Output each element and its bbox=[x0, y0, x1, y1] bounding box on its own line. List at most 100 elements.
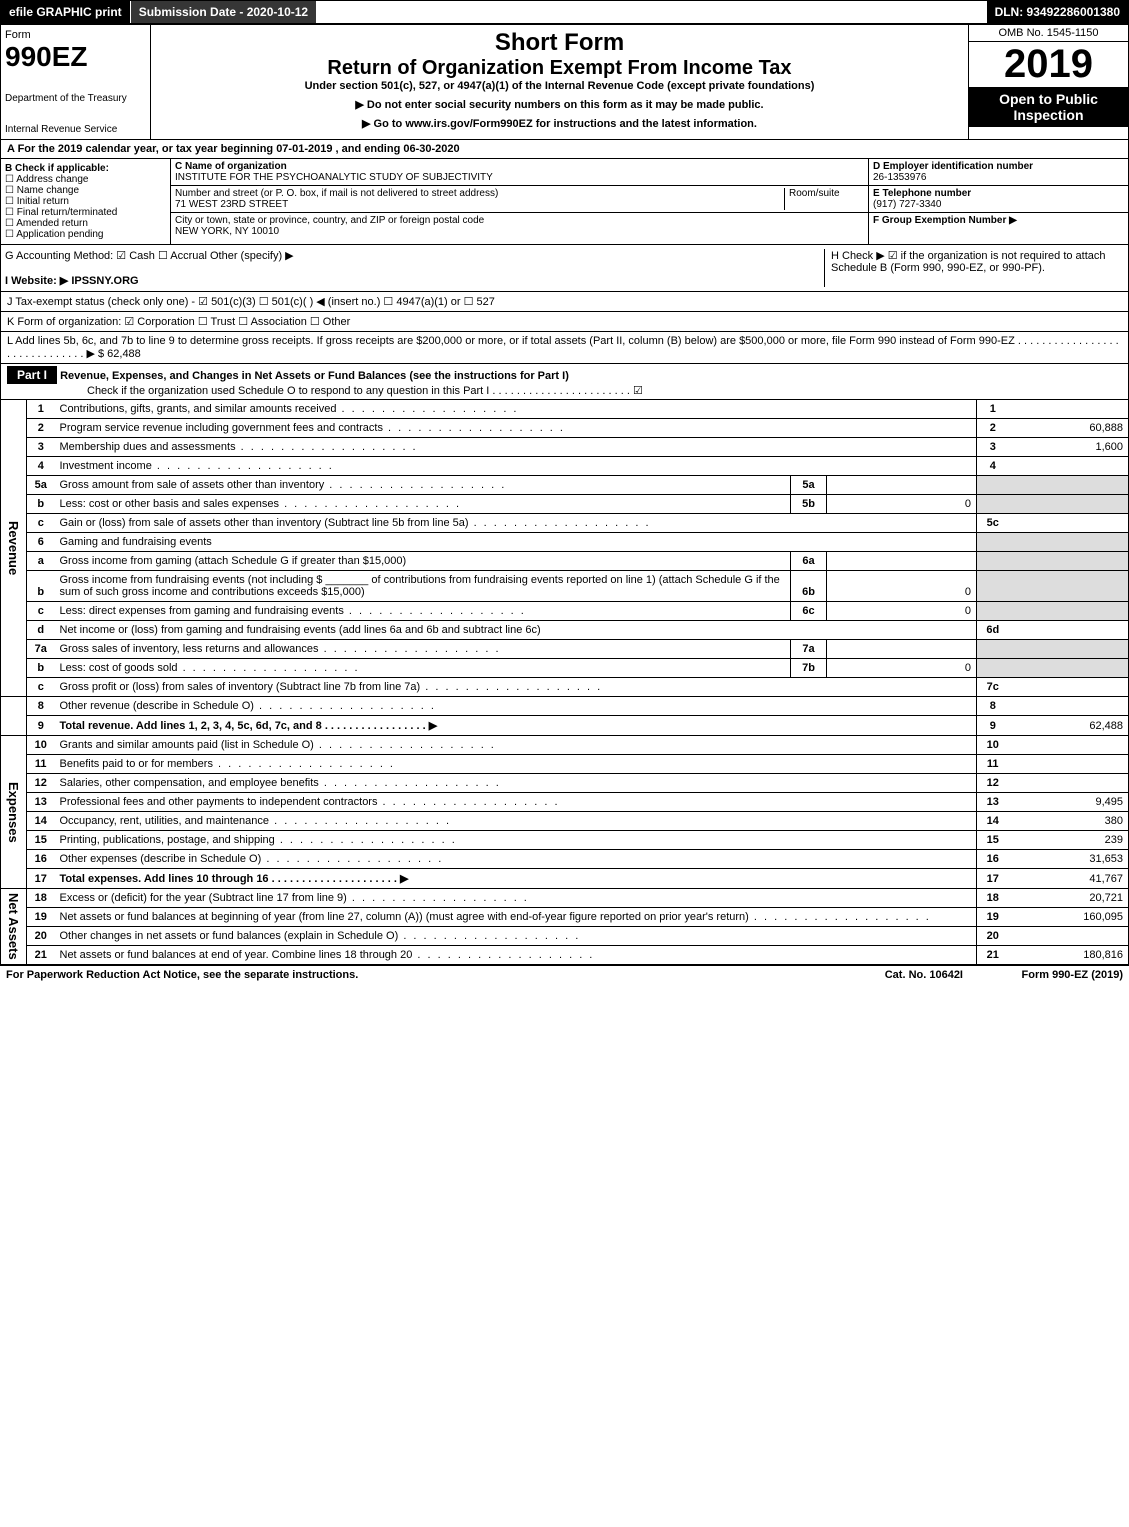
l5c-n: c bbox=[27, 514, 55, 533]
line-i: I Website: ▶ IPSSNY.ORG bbox=[5, 274, 824, 287]
l16-v: 31,653 bbox=[1009, 850, 1129, 869]
l11-d: Benefits paid to or for members bbox=[60, 758, 396, 770]
opt-name-change[interactable]: Name change bbox=[17, 185, 79, 196]
l14-rn: 14 bbox=[977, 812, 1009, 831]
l3-d: Membership dues and assessments bbox=[60, 441, 418, 453]
l7c-n: c bbox=[27, 678, 55, 697]
l9-rn: 9 bbox=[977, 716, 1009, 736]
opt-application-pending[interactable]: Application pending bbox=[16, 229, 103, 240]
l1-rn: 1 bbox=[977, 400, 1009, 419]
l18-v: 20,721 bbox=[1009, 889, 1129, 908]
org-street: 71 WEST 23RD STREET bbox=[175, 199, 288, 210]
revenue-tab: Revenue bbox=[1, 400, 27, 697]
l9-n: 9 bbox=[27, 716, 55, 736]
line-g-h: G Accounting Method: ☑ Cash ☐ Accrual Ot… bbox=[0, 245, 1129, 292]
l7b-sb: 7b bbox=[791, 659, 827, 678]
l4-d: Investment income bbox=[60, 460, 334, 472]
header-left: Form 990EZ Department of the Treasury In… bbox=[1, 25, 151, 139]
l6c-d: Less: direct expenses from gaming and fu… bbox=[60, 605, 526, 617]
netassets-tab: Net Assets bbox=[1, 889, 27, 965]
line-a: A For the 2019 calendar year, or tax yea… bbox=[0, 140, 1129, 159]
l7c-d: Gross profit or (loss) from sales of inv… bbox=[60, 681, 603, 693]
note-goto: ▶ Go to www.irs.gov/Form990EZ for instru… bbox=[155, 117, 964, 130]
opt-final-return[interactable]: Final return/terminated bbox=[17, 207, 118, 218]
opt-address-change[interactable]: Address change bbox=[16, 174, 88, 185]
form-word: Form bbox=[5, 29, 146, 41]
ein-value: 26-1353976 bbox=[873, 172, 926, 183]
l7b-sv: 0 bbox=[827, 659, 977, 678]
top-bar: efile GRAPHIC print Submission Date - 20… bbox=[0, 0, 1129, 24]
org-city: NEW YORK, NY 10010 bbox=[175, 226, 279, 237]
l6a-n: a bbox=[27, 552, 55, 571]
note-ssn: ▶ Do not enter social security numbers o… bbox=[155, 98, 964, 111]
l9-v: 62,488 bbox=[1009, 716, 1129, 736]
l11-n: 11 bbox=[27, 755, 55, 774]
l5b-d: Less: cost or other basis and sales expe… bbox=[60, 498, 462, 510]
shade bbox=[1009, 533, 1129, 552]
l5b-n: b bbox=[27, 495, 55, 514]
line-k: K Form of organization: ☑ Corporation ☐ … bbox=[0, 312, 1129, 332]
l7a-sb: 7a bbox=[791, 640, 827, 659]
box-d-label: D Employer identification number bbox=[873, 161, 1033, 172]
l6a-sv bbox=[827, 552, 977, 571]
l14-v: 380 bbox=[1009, 812, 1129, 831]
shade bbox=[1009, 476, 1129, 495]
footer-left: For Paperwork Reduction Act Notice, see … bbox=[6, 969, 885, 981]
l5c-v bbox=[1009, 514, 1129, 533]
l16-n: 16 bbox=[27, 850, 55, 869]
efile-print-button[interactable]: efile GRAPHIC print bbox=[1, 1, 131, 23]
l5c-rn: 5c bbox=[977, 514, 1009, 533]
l2-rn: 2 bbox=[977, 419, 1009, 438]
l7a-d: Gross sales of inventory, less returns a… bbox=[60, 643, 501, 655]
l4-n: 4 bbox=[27, 457, 55, 476]
l5a-n: 5a bbox=[27, 476, 55, 495]
l2-d: Program service revenue including govern… bbox=[60, 422, 565, 434]
form-number: 990EZ bbox=[5, 41, 146, 73]
l3-v: 1,600 bbox=[1009, 438, 1129, 457]
shade bbox=[977, 640, 1009, 659]
l12-rn: 12 bbox=[977, 774, 1009, 793]
l6d-v bbox=[1009, 621, 1129, 640]
line-j: J Tax-exempt status (check only one) - ☑… bbox=[0, 292, 1129, 312]
shade bbox=[977, 552, 1009, 571]
dept-treasury: Department of the Treasury bbox=[5, 93, 146, 104]
l10-rn: 10 bbox=[977, 736, 1009, 755]
rev-tab-cont bbox=[1, 697, 27, 736]
l11-rn: 11 bbox=[977, 755, 1009, 774]
footer: For Paperwork Reduction Act Notice, see … bbox=[0, 965, 1129, 984]
l11-v bbox=[1009, 755, 1129, 774]
open-to-public: Open to Public Inspection bbox=[969, 87, 1128, 127]
l7c-rn: 7c bbox=[977, 678, 1009, 697]
l6a-sb: 6a bbox=[791, 552, 827, 571]
l18-d: Excess or (deficit) for the year (Subtra… bbox=[60, 892, 529, 904]
box-e-label: E Telephone number bbox=[873, 188, 971, 199]
l5a-sv bbox=[827, 476, 977, 495]
opt-amended-return[interactable]: Amended return bbox=[16, 218, 88, 229]
l20-n: 20 bbox=[27, 927, 55, 946]
shade bbox=[977, 659, 1009, 678]
l3-rn: 3 bbox=[977, 438, 1009, 457]
l6a-d: Gross income from gaming (attach Schedul… bbox=[55, 552, 791, 571]
l5a-d: Gross amount from sale of assets other t… bbox=[60, 479, 507, 491]
l21-rn: 21 bbox=[977, 946, 1009, 965]
l6c-n: c bbox=[27, 602, 55, 621]
l20-d: Other changes in net assets or fund bala… bbox=[60, 930, 581, 942]
l5b-sv: 0 bbox=[827, 495, 977, 514]
l8-d: Other revenue (describe in Schedule O) bbox=[60, 700, 436, 712]
box-b-title: B Check if applicable: bbox=[5, 163, 109, 174]
l15-n: 15 bbox=[27, 831, 55, 850]
shade bbox=[977, 533, 1009, 552]
tax-year: 2019 bbox=[969, 42, 1128, 87]
part-i-label: Part I bbox=[7, 366, 57, 384]
l7b-n: b bbox=[27, 659, 55, 678]
l7a-sv bbox=[827, 640, 977, 659]
c-city-label: City or town, state or province, country… bbox=[175, 215, 484, 226]
box-c: C Name of organization INSTITUTE FOR THE… bbox=[171, 159, 868, 244]
l15-v: 239 bbox=[1009, 831, 1129, 850]
shade bbox=[1009, 552, 1129, 571]
l6d-n: d bbox=[27, 621, 55, 640]
opt-initial-return[interactable]: Initial return bbox=[17, 196, 69, 207]
c-street-label: Number and street (or P. O. box, if mail… bbox=[175, 188, 498, 199]
l9-d: Total revenue. Add lines 1, 2, 3, 4, 5c,… bbox=[60, 720, 438, 732]
l13-n: 13 bbox=[27, 793, 55, 812]
